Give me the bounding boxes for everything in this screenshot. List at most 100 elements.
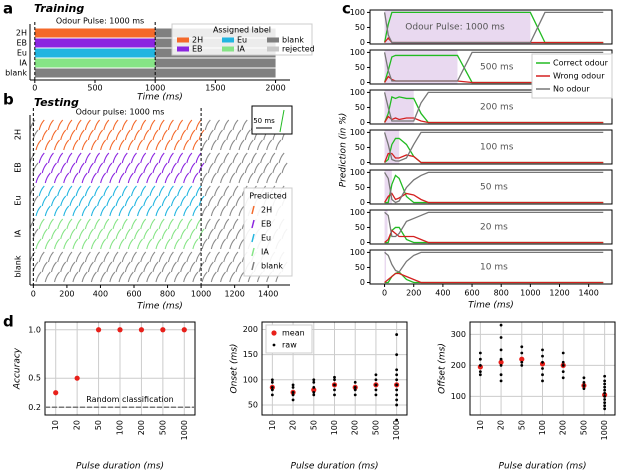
prediction-trace bbox=[253, 162, 260, 174]
prediction-trace bbox=[207, 129, 214, 141]
prediction-trace bbox=[256, 172, 263, 184]
prediction-trace bbox=[272, 162, 279, 174]
panel-letter: b bbox=[3, 91, 14, 109]
y-tick-label: 0 bbox=[360, 78, 365, 87]
prediction-trace bbox=[38, 218, 45, 230]
prediction-trace bbox=[38, 152, 45, 164]
prediction-trace bbox=[177, 185, 184, 197]
prediction-trace bbox=[78, 129, 85, 141]
prediction-trace bbox=[130, 251, 137, 263]
x-tick-label: 200 bbox=[351, 420, 360, 435]
x-tick-label: 20 bbox=[497, 420, 506, 430]
x-tick-label: 500 bbox=[87, 84, 102, 93]
legend-swatch bbox=[177, 46, 189, 52]
raw-point bbox=[582, 381, 586, 384]
y-tick-label: IA bbox=[19, 59, 27, 68]
prediction-trace bbox=[192, 271, 199, 283]
raw-point bbox=[374, 373, 378, 377]
raw-point bbox=[603, 398, 607, 401]
x-tick-label: 200 bbox=[406, 289, 421, 298]
y-tick-label: 100 bbox=[350, 48, 365, 57]
prediction-trace bbox=[173, 139, 180, 151]
mean-point bbox=[53, 390, 59, 396]
x-tick-label: 500 bbox=[158, 420, 167, 435]
panel-label: 200 ms bbox=[480, 103, 514, 113]
x-tick-label: 500 bbox=[579, 420, 588, 435]
raw-point bbox=[270, 385, 274, 389]
x-axis-label: Time (ms) bbox=[137, 93, 183, 103]
prediction-trace bbox=[41, 162, 48, 174]
prediction-trace bbox=[109, 271, 116, 283]
prediction-trace bbox=[103, 218, 110, 230]
prediction-trace bbox=[75, 218, 82, 230]
prediction-trace bbox=[266, 139, 273, 151]
prediction-trace bbox=[226, 228, 233, 240]
raw-point bbox=[270, 378, 274, 382]
raw-point bbox=[561, 376, 565, 380]
x-tick-label: 600 bbox=[464, 289, 479, 298]
prediction-trace bbox=[189, 261, 196, 273]
raw-point bbox=[499, 348, 503, 352]
prediction-trace bbox=[29, 218, 36, 230]
prediction-trace bbox=[161, 261, 168, 273]
x-tick-label: 50 bbox=[94, 420, 103, 430]
prediction-trace bbox=[50, 195, 57, 207]
legend-swatch bbox=[251, 205, 255, 215]
prediction-trace bbox=[81, 139, 88, 151]
x-tick-label: 100 bbox=[538, 420, 547, 435]
prediction-trace bbox=[78, 195, 85, 207]
prediction-trace bbox=[152, 129, 159, 141]
raw-point bbox=[374, 383, 378, 387]
prediction-trace bbox=[60, 162, 67, 174]
prediction-trace bbox=[220, 238, 226, 250]
prediction-trace bbox=[109, 172, 116, 184]
raw-point bbox=[478, 351, 482, 355]
raw-point bbox=[374, 393, 378, 397]
legend-label: mean bbox=[282, 329, 305, 338]
prediction-trace bbox=[229, 139, 236, 151]
panel-label: Odour Pulse: 1000 ms bbox=[405, 23, 505, 33]
prediction-trace bbox=[81, 205, 88, 217]
prediction-trace bbox=[29, 119, 36, 131]
prediction-trace bbox=[38, 119, 45, 131]
y-tick-label: 1.0 bbox=[28, 325, 41, 334]
prediction-trace bbox=[53, 238, 60, 250]
y-tick-label: 0.5 bbox=[28, 374, 41, 383]
prediction-trace bbox=[220, 139, 226, 151]
raw-point bbox=[603, 401, 607, 404]
prediction-trace bbox=[133, 162, 140, 174]
prediction-trace bbox=[47, 152, 54, 164]
prediction-trace bbox=[161, 228, 168, 240]
prediction-trace bbox=[220, 205, 226, 217]
raw-point bbox=[603, 395, 607, 398]
prediction-trace bbox=[124, 228, 131, 240]
mean-point bbox=[160, 327, 166, 333]
frame bbox=[469, 321, 616, 416]
prediction-trace bbox=[66, 152, 73, 164]
prediction-trace bbox=[213, 251, 220, 263]
prediction-trace bbox=[57, 251, 64, 263]
prediction-trace bbox=[186, 119, 193, 131]
prediction-trace bbox=[118, 271, 125, 283]
legend-swatch bbox=[271, 330, 277, 336]
y-tick-label: blank bbox=[5, 69, 27, 78]
series-line bbox=[384, 211, 604, 238]
prediction-trace bbox=[69, 129, 76, 141]
prediction-trace bbox=[94, 251, 101, 263]
prediction-trace bbox=[183, 139, 190, 151]
prediction-trace bbox=[256, 139, 263, 151]
prediction-trace bbox=[186, 185, 193, 197]
legend-label: Correct odour bbox=[553, 59, 609, 68]
legend-title: Predicted bbox=[249, 192, 287, 201]
prediction-trace bbox=[78, 162, 85, 174]
y-tick-label: blank bbox=[14, 255, 23, 277]
prediction-trace bbox=[180, 129, 187, 141]
x-axis-label: Time (ms) bbox=[468, 301, 514, 311]
prediction-trace bbox=[189, 162, 196, 174]
prediction-trace bbox=[94, 218, 101, 230]
y-tick-label: 0 bbox=[360, 38, 365, 47]
prediction-trace bbox=[32, 162, 39, 174]
prediction-trace bbox=[260, 152, 267, 164]
y-tick-label: 2H bbox=[14, 129, 23, 140]
prediction-trace bbox=[94, 185, 101, 197]
